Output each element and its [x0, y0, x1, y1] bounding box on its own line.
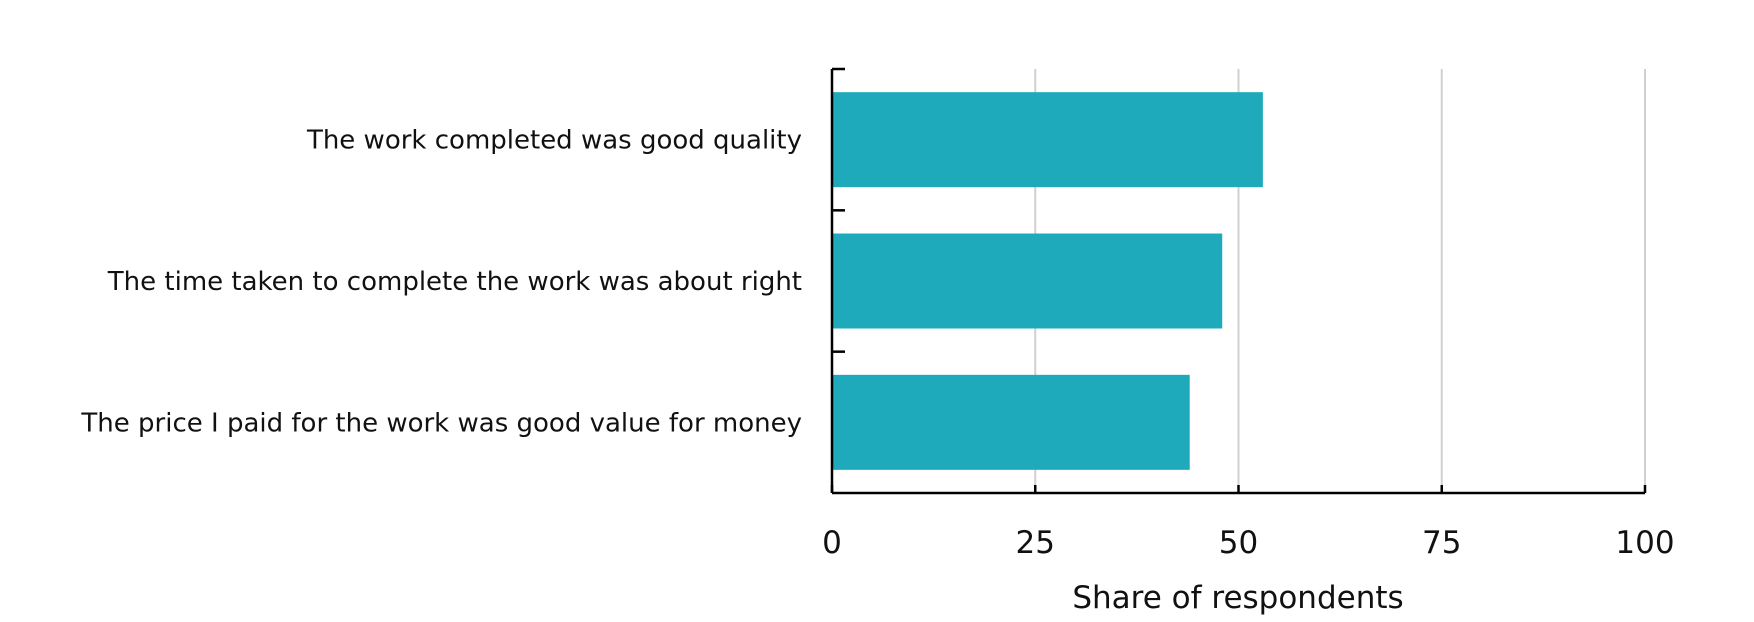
tick-labels: 0 25 50 75 100	[822, 525, 1674, 561]
bar-1	[832, 233, 1223, 329]
axes	[830, 67, 1647, 495]
category-label-2: The price I paid for the work was good v…	[80, 408, 802, 438]
category-label-0: The work completed was good quality	[306, 126, 802, 156]
x-tick-label-50: 50	[1219, 525, 1258, 561]
bars	[832, 92, 1263, 470]
bar-2	[832, 374, 1190, 470]
x-tick-label-75: 75	[1422, 525, 1461, 561]
x-tick-label-100: 100	[1615, 525, 1674, 561]
x-tick-label-0: 0	[822, 525, 842, 561]
category-label-1: The time taken to complete the work was …	[107, 267, 802, 297]
category-labels: The work completed was good quality The t…	[80, 126, 802, 439]
x-tick-label-25: 25	[1016, 525, 1055, 561]
x-axis-title: Share of respondents	[1072, 580, 1403, 616]
bar-0	[832, 92, 1263, 188]
